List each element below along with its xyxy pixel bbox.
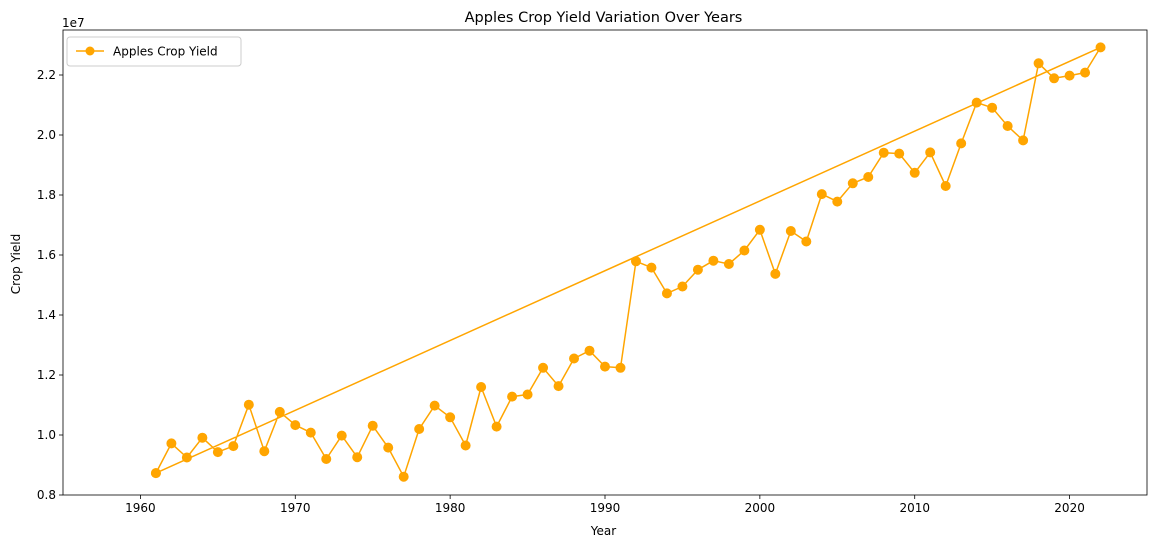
data-point (785, 226, 796, 236)
data-point (305, 427, 316, 438)
data-point (197, 432, 208, 443)
data-point (414, 424, 425, 434)
data-point (584, 345, 595, 356)
data-point (832, 196, 843, 207)
series-line (155, 46, 1102, 478)
data-point (723, 259, 734, 269)
data-point (491, 421, 502, 432)
data-point (615, 362, 626, 373)
data-point (878, 147, 889, 158)
data-point (445, 412, 456, 423)
data-point (863, 172, 874, 182)
data-point (398, 471, 409, 482)
y-tick-label: 1.8 (37, 188, 56, 202)
data-point (181, 452, 192, 463)
data-point (212, 447, 223, 458)
data-point (1064, 70, 1075, 81)
data-point (274, 406, 285, 417)
y-tick-label: 1.0 (37, 428, 56, 442)
x-axis-ticks: 1960 1970 1980 1990 2000 2010 2020 (125, 495, 1085, 515)
data-point (1033, 58, 1044, 69)
y-tick-label: 1.2 (37, 368, 56, 382)
data-point (383, 442, 394, 453)
y-tick-label: 2.2 (37, 68, 56, 82)
data-point (553, 381, 564, 392)
y-tick-label: 1.6 (37, 248, 56, 262)
legend-marker (85, 46, 95, 56)
data-point (600, 361, 610, 372)
data-point (150, 468, 161, 479)
data-point (909, 167, 920, 178)
data-point (708, 255, 719, 266)
y-axis-label: Crop Yield (9, 234, 23, 294)
data-point (476, 382, 487, 392)
data-point (630, 256, 641, 267)
data-point (1080, 67, 1091, 78)
legend-label: Apples Crop Yield (113, 45, 218, 59)
y-tick-label: 1.4 (37, 308, 56, 322)
data-point (569, 353, 580, 364)
legend: Apples Crop Yield (66, 36, 242, 67)
data-point (816, 189, 827, 200)
x-axis-label: Year (590, 524, 616, 538)
data-point (971, 97, 982, 108)
plot-area (150, 42, 1106, 482)
data-point (646, 262, 657, 273)
x-tick-label: 1980 (435, 501, 466, 515)
data-point (1018, 135, 1029, 146)
data-point (522, 389, 533, 400)
x-tick-label: 1960 (125, 501, 156, 515)
data-point (336, 430, 347, 441)
data-point (259, 446, 270, 457)
data-point (847, 178, 858, 189)
x-tick-label: 1970 (280, 501, 311, 515)
y-tick-label: 0.8 (37, 488, 56, 502)
data-point (754, 224, 765, 235)
data-point (290, 420, 301, 431)
data-point (538, 362, 549, 373)
x-tick-label: 1990 (590, 501, 621, 515)
data-point (661, 288, 672, 299)
data-point (429, 400, 440, 411)
data-point (1049, 73, 1060, 84)
data-point (692, 264, 703, 275)
data-point (770, 268, 781, 279)
y-tick-label: 2.0 (37, 128, 56, 142)
data-point (367, 420, 378, 431)
data-point (1095, 42, 1106, 53)
data-point (352, 452, 363, 463)
data-point (243, 399, 254, 410)
data-point (460, 440, 471, 451)
data-point (1002, 121, 1013, 131)
data-point (956, 138, 967, 149)
data-point (507, 391, 518, 402)
data-point (987, 102, 998, 113)
y-axis-offset-text: 1e7 (62, 16, 85, 30)
data-point (166, 438, 177, 449)
data-point (894, 148, 905, 159)
y-axis-ticks: 0.8 1.0 1.2 1.4 1.6 1.8 2.0 2.2 (37, 68, 63, 502)
data-point (940, 181, 951, 191)
data-point (739, 245, 750, 256)
data-point (228, 441, 239, 452)
x-tick-label: 2020 (1054, 501, 1085, 515)
x-tick-label: 2010 (899, 501, 930, 515)
data-point (321, 454, 332, 464)
data-point (925, 147, 936, 158)
data-point (677, 281, 688, 292)
legend-box (66, 36, 242, 67)
x-tick-label: 2000 (745, 501, 776, 515)
data-point (801, 236, 812, 247)
chart-title: Apples Crop Yield Variation Over Years (465, 10, 743, 26)
